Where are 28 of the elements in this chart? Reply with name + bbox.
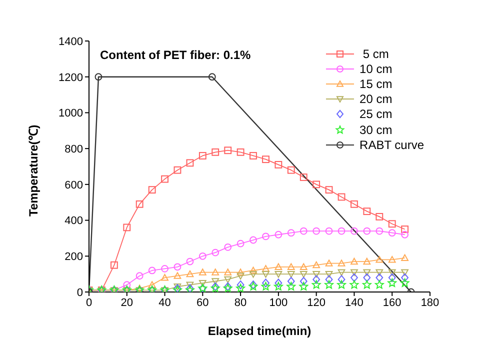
x-tick-label: 80 [234,296,247,309]
y-axis-title: Temperature(℃) [26,124,40,216]
x-tick-label: 60 [196,296,209,309]
y-tick-label: 1000 [58,108,83,120]
legend-label: 25 cm [360,107,392,122]
x-tick-label: 40 [158,296,171,309]
x-tick-label: 160 [382,296,402,309]
legend-label: 5 cm [362,46,389,61]
x-tick-label: 120 [307,296,326,309]
y-tick-label: 800 [64,143,83,156]
y-tick-label: 1200 [58,72,83,84]
legend-label: 30 cm [360,122,392,137]
legend-label: 20 cm [360,92,392,106]
y-tick-label: 1400 [58,36,83,48]
x-tick-label: 0 [86,296,92,309]
y-tick-label: 200 [64,251,83,264]
legend-label: RABT curve [360,138,424,152]
legend-label: 10 cm [360,62,392,76]
legend-label: 15 cm [360,76,392,91]
x-axis-title: Elapsed time(min) [208,324,312,338]
x-tick-label: 180 [420,296,440,309]
x-tick-label: 140 [345,296,364,309]
x-tick-label: 100 [269,296,288,309]
annotation: Content of PET fiber: 0.1% [100,48,251,62]
y-tick-label: 0 [76,286,83,299]
y-tick-label: 600 [64,179,83,192]
x-tick-label: 20 [120,296,134,309]
y-tick-label: 400 [64,215,83,228]
